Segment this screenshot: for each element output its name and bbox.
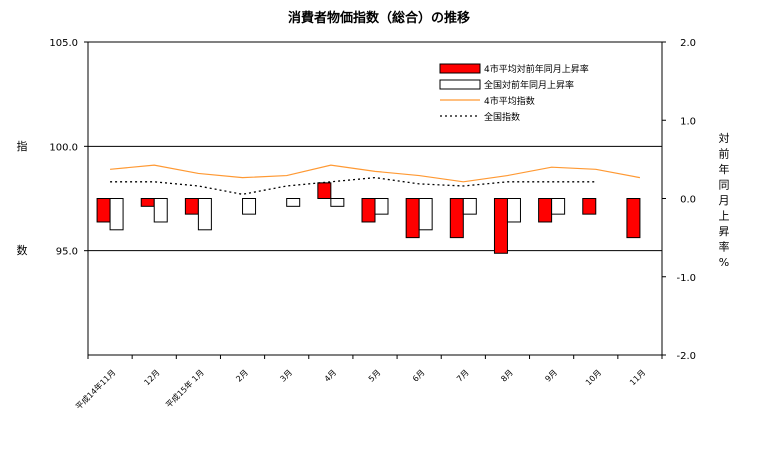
right-axis-label-char-7: 率 [719, 240, 730, 254]
bar-series1-9 [506, 198, 521, 223]
right-axis-label-char-3: 同 [719, 179, 730, 192]
legend-label-3: 全国指数 [484, 111, 520, 123]
category-label-11: 10月 [584, 368, 603, 387]
bar-series0-11 [582, 198, 597, 215]
legend-label-2: 4市平均指数 [484, 95, 535, 107]
bar-series0-1 [140, 198, 155, 207]
bar-series0-0 [96, 198, 111, 223]
bar-series1-1 [153, 198, 168, 223]
category-label-4: 3月 [278, 368, 294, 384]
right-axis-label-char-8: % [719, 256, 729, 269]
category-label-6: 5月 [367, 368, 383, 384]
right-tick-label-2: 0.0 [680, 195, 696, 206]
legend-swatch-1 [439, 79, 481, 90]
bar-series0-6 [361, 198, 376, 223]
category-label-8: 7月 [455, 368, 471, 384]
right-tick-label-4: -2.0 [676, 351, 696, 362]
legend-label-0: 4市平均対前年同月上昇率 [484, 63, 589, 75]
lines [110, 164, 641, 195]
bar-series0-2 [184, 198, 199, 215]
bar-series0-10 [538, 198, 553, 223]
bar-series0-9 [493, 198, 508, 254]
bar-series1-0 [109, 198, 124, 231]
right-tick-label-1: 1.0 [680, 116, 696, 127]
bar-series1-6 [374, 198, 389, 215]
legend-label-1: 全国対前年同月上昇率 [484, 79, 574, 91]
right-axis-label-char-0: 対 [719, 131, 730, 145]
bar-series1-3 [242, 198, 257, 215]
bar-series0-8 [449, 198, 464, 239]
bar-series0-12 [626, 198, 641, 239]
category-label-12: 11月 [628, 368, 647, 387]
gridlines [88, 145, 662, 252]
category-label-2: 平成15年 1月 [164, 367, 206, 409]
left-axis-label-char-1: 数 [17, 244, 28, 257]
right-tick-label-3: -1.0 [676, 273, 696, 284]
category-label-9: 8月 [499, 368, 515, 384]
left-tick-label-0: 105.0 [49, 38, 78, 49]
bar-series1-5 [330, 198, 345, 207]
chart-title: 消費者物価指数（総合）の推移 [288, 10, 470, 26]
right-axis-label-char-6: 昇 [719, 225, 730, 238]
right-axis-label-char-4: 月 [719, 194, 730, 207]
bar-series0-7 [405, 198, 420, 239]
left-axis-label-char-0: 指 [17, 139, 28, 153]
category-label-3: 2月 [234, 368, 250, 384]
right-axis-label-char-5: 上 [719, 210, 730, 223]
line-series-1 [110, 176, 596, 195]
category-label-7: 6月 [411, 368, 427, 384]
bar-series1-7 [418, 198, 433, 231]
legend-swatch-0 [439, 63, 481, 74]
category-label-10: 9月 [543, 368, 559, 384]
right-tick-label-0: 2.0 [680, 38, 696, 49]
bar-series0-5 [317, 182, 332, 200]
category-label-0: 平成14年11月 [73, 367, 117, 411]
bar-series1-8 [462, 198, 477, 215]
right-axis-label-char-2: 年 [719, 162, 730, 176]
left-tick-label-1: 100.0 [49, 142, 78, 153]
bar-series1-10 [551, 198, 566, 215]
left-tick-label-2: 95.0 [56, 247, 78, 258]
category-label-5: 4月 [323, 368, 339, 384]
line-series-0 [110, 164, 641, 183]
bar-series1-2 [197, 198, 212, 231]
bar-series1-4 [286, 198, 301, 207]
right-axis-label-char-1: 前 [719, 147, 730, 161]
category-label-1: 12月 [142, 368, 161, 387]
bars [96, 182, 641, 254]
